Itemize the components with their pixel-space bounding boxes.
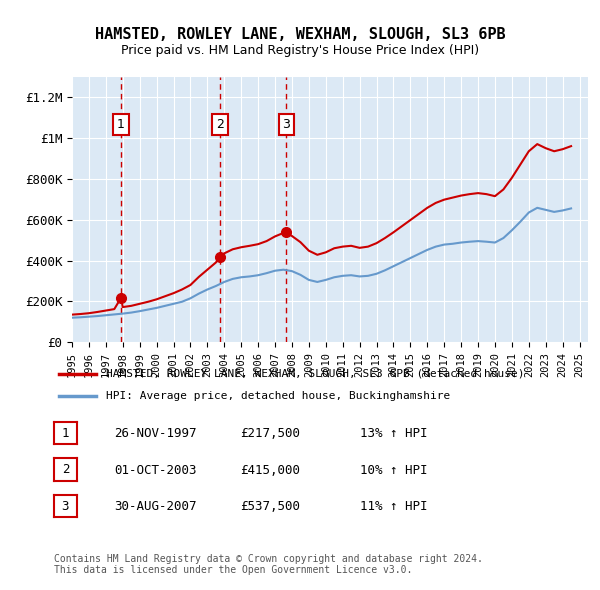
Text: 26-NOV-1997: 26-NOV-1997 <box>114 427 197 440</box>
Text: 2: 2 <box>216 118 224 131</box>
Text: Price paid vs. HM Land Registry's House Price Index (HPI): Price paid vs. HM Land Registry's House … <box>121 44 479 57</box>
Text: 13% ↑ HPI: 13% ↑ HPI <box>360 427 427 440</box>
Text: 11% ↑ HPI: 11% ↑ HPI <box>360 500 427 513</box>
Text: HAMSTED, ROWLEY LANE, WEXHAM, SLOUGH, SL3 6PB: HAMSTED, ROWLEY LANE, WEXHAM, SLOUGH, SL… <box>95 27 505 41</box>
Text: HPI: Average price, detached house, Buckinghamshire: HPI: Average price, detached house, Buck… <box>106 391 451 401</box>
Text: £415,000: £415,000 <box>240 464 300 477</box>
Text: £537,500: £537,500 <box>240 500 300 513</box>
Text: £217,500: £217,500 <box>240 427 300 440</box>
Text: HAMSTED, ROWLEY LANE, WEXHAM, SLOUGH, SL3 6PB (detached house): HAMSTED, ROWLEY LANE, WEXHAM, SLOUGH, SL… <box>106 369 524 379</box>
Text: Contains HM Land Registry data © Crown copyright and database right 2024.
This d: Contains HM Land Registry data © Crown c… <box>54 553 483 575</box>
Text: 30-AUG-2007: 30-AUG-2007 <box>114 500 197 513</box>
Text: 1: 1 <box>117 118 125 131</box>
Text: 3: 3 <box>283 118 290 131</box>
Text: 3: 3 <box>62 500 69 513</box>
Text: 2: 2 <box>62 463 69 476</box>
Text: 10% ↑ HPI: 10% ↑ HPI <box>360 464 427 477</box>
Text: 01-OCT-2003: 01-OCT-2003 <box>114 464 197 477</box>
Text: 1: 1 <box>62 427 69 440</box>
